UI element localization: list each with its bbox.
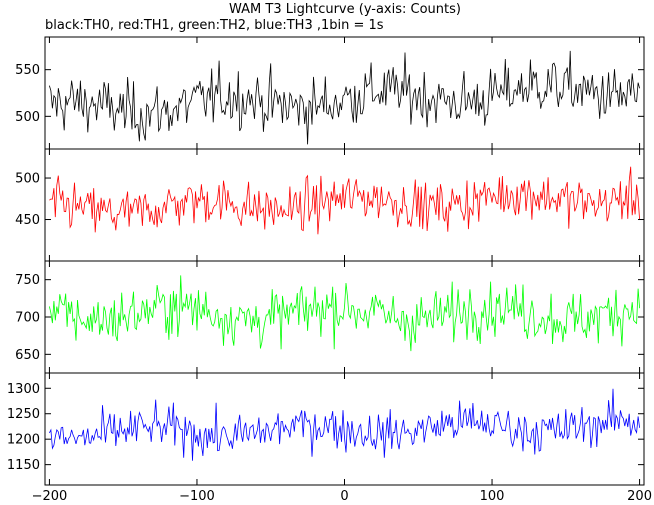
panel-th3: 1150 1200 1250 1300 [7, 372, 645, 486]
panels-group: 500 550 450 500 650 700 750 1150 1200 1250 1300 [7, 36, 645, 486]
series-line-th3 [49, 388, 640, 461]
chart-subtitle: black:TH0, red:TH1, green:TH2, blue:TH3 … [45, 18, 384, 33]
series-line-th0 [49, 50, 640, 145]
y-tick-label: 1150 [7, 458, 40, 473]
y-tick-label: 500 [15, 110, 40, 125]
y-tick-label: 500 [15, 172, 40, 187]
panel-th1: 450 500 [15, 148, 645, 262]
y-tick-label: 450 [15, 213, 40, 228]
x-tick-label: −100 [179, 489, 215, 504]
y-tick-label: 1300 [7, 382, 40, 397]
y-tick-label: 1200 [7, 433, 40, 448]
series-line-th1 [49, 166, 640, 235]
y-tick-label: 700 [15, 311, 40, 326]
x-axis: −200 −100 0 100 200 [32, 489, 652, 504]
panel-th0: 500 550 [15, 36, 645, 150]
x-tick-label: 100 [480, 489, 505, 504]
x-tick-label: −200 [32, 489, 68, 504]
y-tick-label: 550 [15, 63, 40, 78]
x-tick-label: 200 [627, 489, 652, 504]
chart-title: WAM T3 Lightcurve (y-axis: Counts) [229, 2, 461, 17]
panel-th2: 650 700 750 [15, 260, 645, 374]
series-line-th2 [49, 275, 640, 352]
y-tick-label: 750 [15, 273, 40, 288]
y-tick-label: 1250 [7, 407, 40, 422]
y-tick-label: 650 [15, 348, 40, 363]
x-tick-label: 0 [340, 489, 348, 504]
